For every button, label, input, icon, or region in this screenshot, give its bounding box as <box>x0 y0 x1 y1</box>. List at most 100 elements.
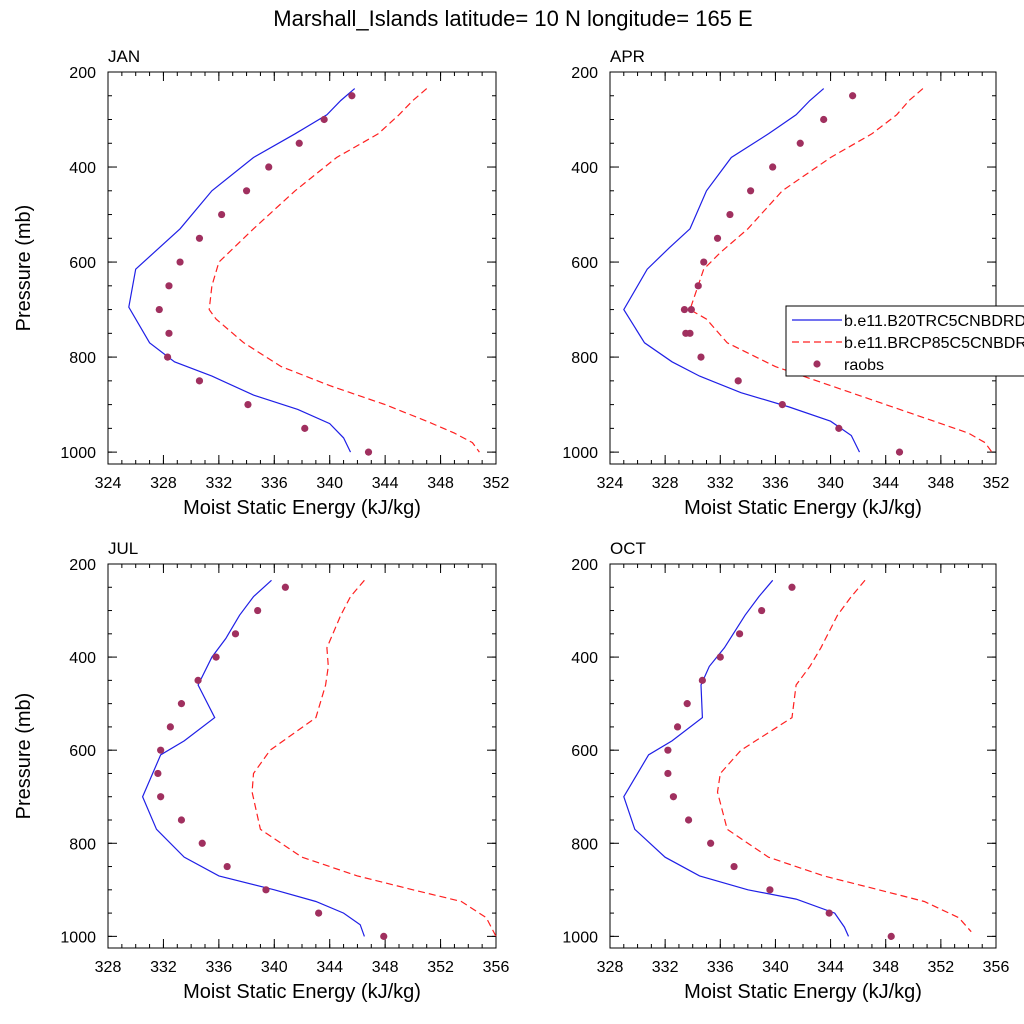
raobs-point <box>163 353 172 361</box>
x-tick-label: 352 <box>483 475 510 492</box>
y-tick-label: 1000 <box>60 445 96 462</box>
panel-label-jul: JUL <box>108 539 138 558</box>
x-axis-label: Moist Static Energy (kJ/kg) <box>183 497 421 519</box>
y-axis-label: Pressure (mb) <box>13 693 35 820</box>
raobs-point <box>664 769 672 778</box>
raobs-point <box>747 187 755 195</box>
x-tick-label: 344 <box>872 475 899 492</box>
panel-jan: JAN 324 328 332 336 340 344 348 352 200 400 600 800 1… <box>13 47 509 519</box>
series-rcp85-line <box>251 579 497 937</box>
y-tick-label: 200 <box>571 65 598 82</box>
raobs-point <box>231 630 240 638</box>
legend-label: raobs <box>844 357 884 374</box>
raobs-point <box>707 839 715 847</box>
raobs-point <box>698 676 706 684</box>
x-tick-label: 344 <box>316 959 343 976</box>
raobs-point <box>766 886 774 894</box>
panel-label-oct: OCT <box>610 539 646 558</box>
x-tick-label: 352 <box>983 475 1010 492</box>
raobs-point <box>281 583 289 591</box>
raobs-point <box>713 234 722 242</box>
y-tick-label: 400 <box>571 160 598 177</box>
raobs-point <box>301 424 309 432</box>
series-historical-line <box>141 579 365 937</box>
panel-frame <box>609 71 997 465</box>
y-tick-label: 1000 <box>562 445 598 462</box>
y-tick-label: 1000 <box>562 929 598 946</box>
raobs-point <box>700 258 708 266</box>
raobs-point <box>165 329 173 337</box>
x-axis-label: Moist Static Energy (kJ/kg) <box>183 981 421 1003</box>
x-tick-label: 356 <box>983 959 1010 976</box>
y-tick-label: 200 <box>69 557 96 574</box>
x-tick-label: 336 <box>762 475 789 492</box>
x-tick-label: 332 <box>707 475 734 492</box>
raobs-point <box>212 653 220 661</box>
x-tick-label: 324 <box>597 475 624 492</box>
raobs-point <box>669 793 678 801</box>
raobs-point <box>730 862 738 871</box>
x-tick-label: 328 <box>150 475 177 492</box>
series-raobs <box>155 92 373 456</box>
raobs-point <box>380 932 388 940</box>
series-rcp85-line <box>689 88 993 453</box>
y-tick-label: 600 <box>571 743 598 760</box>
raobs-point <box>364 448 373 456</box>
raobs-point <box>687 305 695 314</box>
panel-oct: OCT 328 332 336 340 344 348 352 356 200 400 600 800 1… <box>562 539 1009 1003</box>
y-tick-label: 800 <box>69 836 96 853</box>
raobs-point <box>825 909 833 917</box>
raobs-point <box>887 932 895 940</box>
x-tick-label: 328 <box>652 475 679 492</box>
series-raobs <box>680 92 904 456</box>
raobs-point <box>820 115 828 124</box>
raobs-point <box>244 401 252 409</box>
raobs-point <box>683 700 691 708</box>
raobs-point <box>177 816 186 824</box>
x-tick-label: 332 <box>150 959 177 976</box>
raobs-point <box>265 163 273 171</box>
raobs-point <box>849 92 857 100</box>
raobs-point <box>697 353 705 361</box>
x-tick-label: 344 <box>817 959 844 976</box>
raobs-point <box>155 305 163 314</box>
raobs-point <box>796 139 804 147</box>
raobs-point <box>295 139 303 147</box>
y-tick-label: 400 <box>69 650 96 667</box>
raobs-point <box>315 909 323 917</box>
raobs-point <box>195 234 204 242</box>
legend-label: b.e11.B20TRC5CNBDRD <box>844 313 1024 330</box>
raobs-point <box>673 723 682 731</box>
raobs-point <box>664 746 672 754</box>
y-tick-label: 400 <box>69 160 96 177</box>
x-tick-label: 336 <box>707 959 734 976</box>
panel-frame <box>107 71 497 465</box>
raobs-point <box>769 163 777 171</box>
raobs-point <box>726 210 734 219</box>
panel-label-jan: JAN <box>108 47 140 66</box>
x-tick-label: 336 <box>261 475 288 492</box>
series-historical-line <box>623 88 861 453</box>
x-tick-label: 340 <box>261 959 288 976</box>
x-tick-label: 340 <box>817 475 844 492</box>
raobs-point <box>735 630 744 638</box>
x-axis-label: Moist Static Energy (kJ/kg) <box>684 981 922 1003</box>
y-tick-label: 200 <box>69 65 96 82</box>
raobs-point <box>778 401 786 409</box>
panel-label-apr: APR <box>610 47 645 66</box>
raobs-point <box>254 606 262 615</box>
y-tick-label: 1000 <box>60 929 96 946</box>
y-tick-label: 400 <box>571 650 598 667</box>
y-tick-label: 600 <box>69 255 96 272</box>
chart-title: Marshall_Islands latitude= 10 N longitud… <box>273 6 752 31</box>
series-rcp85-line <box>208 88 480 453</box>
x-tick-label: 332 <box>206 475 233 492</box>
raobs-point <box>157 746 165 754</box>
raobs-point <box>694 282 702 290</box>
x-tick-label: 344 <box>372 475 399 492</box>
raobs-point <box>320 115 328 124</box>
raobs-point <box>218 210 226 219</box>
raobs-point <box>176 258 184 266</box>
panel-frame <box>107 563 497 949</box>
